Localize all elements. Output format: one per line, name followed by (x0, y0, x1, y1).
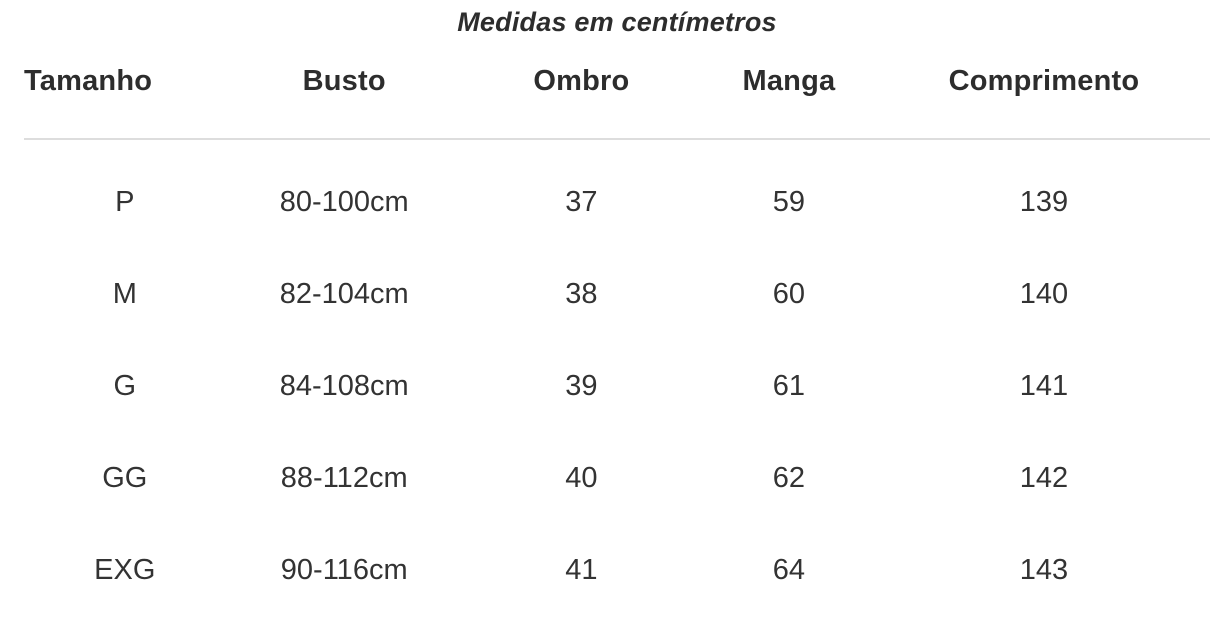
table-row-exg: EXG 90-116cm 41 64 143 (24, 524, 1210, 616)
sleeve-value: 60 (772, 277, 806, 310)
size-chart-body: P 80-100cm 37 59 139 M 82-104cm 38 60 14… (24, 139, 1210, 616)
table-row-gg: GG 88-112cm 40 62 142 (24, 432, 1210, 524)
length-value: 139 (1019, 185, 1069, 218)
size-value: EXG (94, 553, 156, 586)
sleeve-value: 62 (772, 461, 806, 494)
size-chart-header: Tamanho Busto Ombro Manga Comprimento (24, 38, 1210, 140)
bust-value: 80-100cm (279, 185, 409, 218)
sleeve-value: 61 (772, 369, 806, 402)
size-chart-table: Tamanho Busto Ombro Manga Comprimento P … (24, 38, 1210, 616)
table-row-g: G 84-108cm 39 61 141 (24, 340, 1210, 432)
header-manga: Manga (699, 38, 878, 140)
shoulder-value: 40 (565, 461, 598, 494)
length-value: 142 (1019, 461, 1069, 494)
bust-value: 90-116cm (280, 553, 408, 586)
size-value: GG (102, 461, 148, 494)
header-ombro: Ombro (462, 38, 700, 140)
bust-value: 84-108cm (279, 369, 409, 402)
sleeve-value: 64 (772, 553, 806, 586)
shoulder-value: 41 (565, 553, 598, 586)
sleeve-value: 59 (772, 185, 806, 218)
size-value: M (112, 277, 137, 310)
table-row-p: P 80-100cm 37 59 139 (24, 139, 1210, 248)
shoulder-value: 37 (565, 185, 598, 218)
size-value: G (113, 369, 137, 402)
shoulder-value: 39 (565, 369, 598, 402)
size-value: P (115, 185, 135, 218)
bust-value: 82-104cm (279, 277, 409, 310)
header-tamanho: Tamanho (24, 38, 226, 140)
header-row: Tamanho Busto Ombro Manga Comprimento (24, 38, 1210, 140)
shoulder-value: 38 (565, 277, 598, 310)
length-value: 140 (1019, 277, 1069, 310)
table-row-m: M 82-104cm 38 60 140 (24, 248, 1210, 340)
length-value: 143 (1019, 553, 1069, 586)
header-busto: Busto (225, 38, 463, 140)
bust-value: 88-112cm (280, 461, 408, 494)
chart-title: Medidas em centímetros (457, 7, 777, 37)
header-comprimento: Comprimento (877, 38, 1210, 140)
length-value: 141 (1019, 369, 1069, 402)
